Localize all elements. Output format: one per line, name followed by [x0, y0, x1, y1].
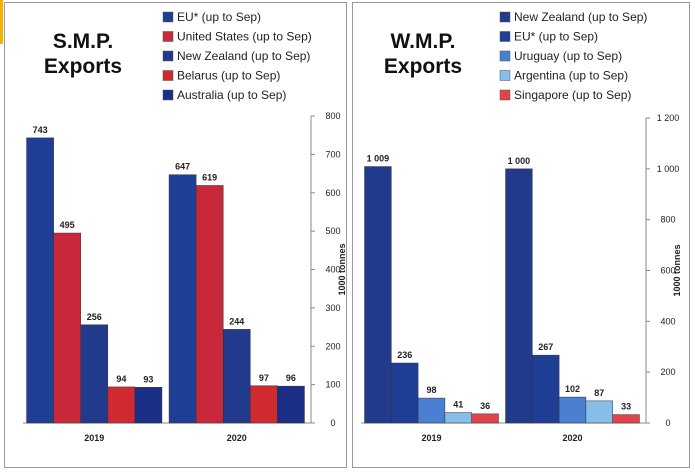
bar: [107, 386, 136, 424]
y-tick-label: 800: [325, 111, 340, 121]
value-label: 1 009: [367, 154, 390, 164]
bar: [558, 396, 587, 424]
bar: [444, 412, 472, 424]
bar: [250, 385, 278, 424]
legend-label: New Zealand (up to Sep): [177, 49, 310, 63]
bar: [134, 387, 163, 424]
y-tick-label: 200: [325, 341, 340, 351]
y-tick-label: 100: [325, 380, 340, 390]
bar: [168, 174, 197, 424]
legend-swatch: [499, 70, 511, 81]
legend-label: EU* (up to Sep): [177, 10, 261, 24]
x-tick-label: 2019: [84, 433, 104, 443]
bar: [26, 137, 54, 424]
bar: [277, 385, 305, 424]
bar: [80, 324, 109, 424]
value-label: 33: [621, 402, 631, 412]
bar: [417, 397, 446, 424]
bar: [585, 400, 613, 424]
value-label: 102: [565, 384, 580, 394]
value-label: 244: [229, 316, 244, 326]
accent: [0, 0, 3, 44]
legend-swatch: [162, 50, 174, 62]
value-label: 236: [397, 350, 412, 360]
value-label: 1 000: [508, 156, 531, 166]
y-tick-label: 0: [665, 418, 670, 428]
legend-label: Belarus (up to Sep): [177, 69, 280, 83]
y-tick-label: 400: [325, 265, 340, 275]
bar: [364, 166, 392, 424]
value-label: 36: [480, 401, 490, 411]
value-label: 98: [426, 385, 436, 395]
legend-label: Uruguay (up to Sep): [514, 49, 622, 63]
value-label: 256: [87, 312, 102, 322]
value-label: 97: [259, 373, 269, 383]
legend-swatch: [499, 50, 511, 62]
legend-swatch: [499, 11, 511, 23]
y-axis-label: 1000 tonnes: [672, 244, 682, 296]
bar: [195, 185, 224, 424]
panel: W.M.P. Exports New Zealand (up to Sep) EU…: [352, 2, 690, 468]
legend-label: Australia (up to Sep): [177, 88, 286, 102]
legend-label: Singapore (up to Sep): [514, 88, 631, 102]
x-tick-label: 2020: [227, 433, 247, 443]
y-tick-label: 1 200: [657, 113, 680, 123]
y-tick-label: 600: [660, 266, 675, 276]
panel: S.M.P. Exports EU* (up to Sep) United Sta…: [4, 2, 347, 468]
x-tick-label: 2020: [562, 433, 582, 443]
legend-swatch: [499, 31, 511, 42]
y-tick-label: 400: [660, 316, 675, 326]
legend-label: EU* (up to Sep): [514, 30, 598, 44]
y-tick-label: 300: [325, 303, 340, 313]
legend-swatch: [162, 11, 174, 23]
chart-title: W.M.P. Exports: [383, 30, 463, 78]
bar: [532, 354, 560, 424]
legend-swatch: [499, 89, 511, 101]
y-tick-label: 200: [660, 367, 675, 377]
value-label: 94: [116, 374, 126, 384]
bar: [53, 232, 81, 424]
y-tick-label: 700: [325, 149, 340, 159]
y-axis-label: 1000 tonnes: [337, 243, 346, 295]
legend-label: New Zealand (up to Sep): [514, 10, 647, 24]
value-label: 495: [60, 220, 75, 230]
y-tick-label: 500: [325, 226, 340, 236]
value-label: 647: [175, 162, 190, 172]
bar: [471, 413, 499, 424]
y-tick-label: 0: [330, 418, 335, 428]
y-tick-label: 1 000: [657, 164, 680, 174]
bar: [612, 414, 640, 424]
legend-label: United States (up to Sep): [177, 30, 312, 44]
value-label: 619: [202, 172, 217, 182]
value-label: 87: [594, 388, 604, 398]
legend-label: Argentina (up to Sep): [514, 69, 628, 83]
bar: [391, 362, 419, 424]
value-label: 41: [453, 400, 463, 410]
value-label: 93: [143, 374, 153, 384]
chart-title: S.M.P. Exports: [43, 30, 123, 78]
y-tick-label: 600: [325, 188, 340, 198]
value-label: 267: [538, 342, 553, 352]
x-tick-label: 2019: [421, 433, 441, 443]
bar: [505, 168, 533, 424]
legend-swatch: [162, 89, 174, 101]
value-label: 96: [286, 373, 296, 383]
legend-swatch: [162, 70, 174, 81]
bar: [222, 329, 251, 424]
chart: EU* (up to Sep) United States (up to Sep)…: [23, 10, 346, 443]
y-tick-label: 800: [660, 215, 675, 225]
chart: New Zealand (up to Sep) EU* (up to Sep) Ur…: [361, 10, 682, 443]
legend-swatch: [162, 31, 174, 42]
value-label: 743: [33, 125, 48, 135]
